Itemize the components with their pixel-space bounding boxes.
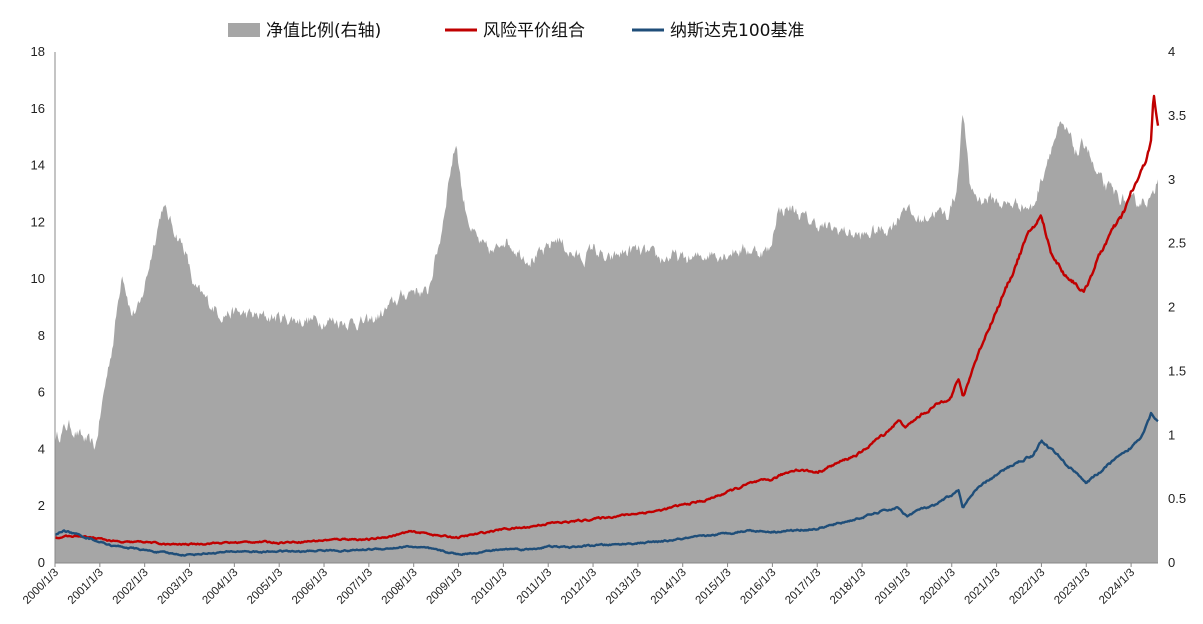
- y-left-tick-label: 16: [31, 101, 45, 116]
- x-tick-label: 2009/1/3: [425, 567, 465, 607]
- x-tick-label: 2007/1/3: [335, 567, 375, 607]
- ratio-area-layer: [55, 114, 1158, 564]
- x-tick-label: 2020/1/3: [918, 567, 958, 607]
- x-tick-label: 2001/1/3: [66, 567, 106, 607]
- x-tick-label: 2015/1/3: [694, 567, 734, 607]
- x-tick-label: 2019/1/3: [873, 567, 913, 607]
- x-tick-label: 2023/1/3: [1052, 567, 1092, 607]
- y-left-tick-label: 4: [38, 441, 45, 456]
- y-right-tick-label: 3.5: [1168, 108, 1186, 123]
- x-tick-label: 2017/1/3: [783, 567, 823, 607]
- x-tick-label: 2013/1/3: [604, 567, 644, 607]
- x-tick-label: 2002/1/3: [111, 567, 151, 607]
- legend-label: 纳斯达克100基准: [670, 21, 804, 41]
- x-tick-label: 2005/1/3: [245, 567, 285, 607]
- x-tick-label: 2003/1/3: [155, 567, 195, 607]
- line-layer: [54, 94, 1160, 557]
- y-right-tick-label: 3: [1168, 172, 1175, 187]
- risk_parity-line: [54, 94, 1160, 547]
- y-left-tick-label: 12: [31, 214, 45, 229]
- nasdaq-line: [54, 411, 1159, 557]
- x-tick-label: 2016/1/3: [738, 567, 778, 607]
- legend-label: 风险平价组合: [483, 21, 585, 41]
- x-tick-label: 2012/1/3: [559, 567, 599, 607]
- y-left-tick-label: 6: [38, 385, 45, 400]
- y-right-tick-label: 2: [1168, 300, 1175, 315]
- y-right-tick-label: 2.5: [1168, 236, 1186, 251]
- legend-item-risk_parity: 风险平价组合: [445, 21, 585, 41]
- y-left-tick-label: 10: [31, 271, 45, 286]
- x-tick-label: 2021/1/3: [963, 567, 1003, 607]
- y-left-tick-label: 0: [38, 555, 45, 570]
- x-tick-label: 2014/1/3: [649, 567, 689, 607]
- x-tick-label: 2010/1/3: [469, 567, 509, 607]
- legend: 净值比例(右轴) 风险平价组合 纳斯达克100基准: [228, 21, 804, 41]
- x-tick-label: 2024/1/3: [1097, 567, 1137, 607]
- y-right-tick-label: 0.5: [1168, 491, 1186, 506]
- y-left-tick-label: 18: [31, 44, 45, 59]
- y-left-tick-label: 2: [38, 498, 45, 513]
- y-right-tick-label: 0: [1168, 555, 1175, 570]
- y-left-tick-label: 8: [38, 328, 45, 343]
- legend-label: 净值比例(右轴): [266, 21, 381, 41]
- legend-item-ratio: 净值比例(右轴): [228, 21, 381, 41]
- y-right-tick-label: 1: [1168, 427, 1175, 442]
- y-right-tick-label: 4: [1168, 44, 1175, 59]
- x-tick-label: 2011/1/3: [515, 567, 555, 607]
- x-tick-label: 2022/1/3: [1007, 567, 1047, 607]
- x-tick-label: 2006/1/3: [290, 567, 330, 607]
- y-right-tick-label: 1.5: [1168, 363, 1186, 378]
- x-tick-label: 2000/1/3: [21, 567, 61, 607]
- legend-item-nasdaq: 纳斯达克100基准: [632, 21, 804, 41]
- x-tick-label: 2018/1/3: [828, 567, 868, 607]
- ratio-area: [55, 114, 1158, 564]
- x-tick-label: 2008/1/3: [380, 567, 420, 607]
- x-tick-label: 2004/1/3: [200, 567, 240, 607]
- y-left-tick-label: 14: [31, 158, 45, 173]
- legend-swatch: [228, 23, 260, 37]
